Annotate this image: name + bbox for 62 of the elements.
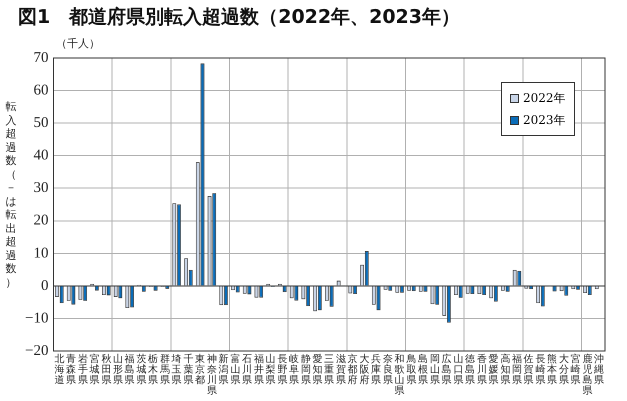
x-tick-label: 島根県 <box>418 352 428 386</box>
x-tick-label: 福井県 <box>254 352 264 386</box>
text: 転入超過数（－は転出超過数） <box>6 100 16 288</box>
y-tick-label: 30 <box>33 180 48 196</box>
x-tick-label: 愛知県 <box>312 352 322 386</box>
x-tick-label: 青森県 <box>66 352 76 386</box>
x-tick-label: 香川県 <box>476 352 487 386</box>
x-tick-label: 広島県 <box>442 352 452 386</box>
y-tick-label: 0 <box>40 278 48 294</box>
x-tick-label: 沖縄県 <box>593 352 604 386</box>
x-tick-label: 北海道 <box>54 352 64 386</box>
x-tick-label: 鹿児島県 <box>582 352 592 396</box>
x-tick-label: 鳥取県 <box>405 352 416 386</box>
y-tick-label: 70 <box>33 50 48 66</box>
x-tick-label: 神奈川県 <box>206 352 217 396</box>
y-tick-label: 60 <box>33 82 48 98</box>
x-tick-label: 埼玉県 <box>170 352 182 386</box>
x-tick-label: 京都府 <box>348 352 358 386</box>
y-tick-label: 10 <box>33 245 48 262</box>
x-tick-label: 三重県 <box>324 354 334 386</box>
x-tick-label: 静岡県 <box>300 352 311 386</box>
x-tick-label: 山梨県 <box>266 352 276 386</box>
x-tick-label: 岡山県 <box>430 354 440 386</box>
x-tick-label: 愛媛県 <box>488 352 499 386</box>
x-tick-label: 栃木県 <box>148 352 158 386</box>
x-tick-label: 高知県 <box>500 352 510 386</box>
x-tick-label: 秋田県 <box>101 352 112 386</box>
x-tick-label: 岐阜県 <box>289 352 300 386</box>
y-tick-label: 20 <box>33 212 48 229</box>
legend-label: 2023年 <box>523 112 566 129</box>
x-tick-label: 福島県 <box>124 352 135 386</box>
x-tick-label: 兵庫県 <box>371 352 382 386</box>
x-tick-label: 茨城県 <box>135 352 146 386</box>
x-tick-label: 福岡県 <box>512 352 522 386</box>
x-tick-label: 石川県 <box>242 354 252 386</box>
x-tick-label: 大阪府 <box>359 352 370 386</box>
x-tick-label: 宮崎県 <box>570 352 581 386</box>
x-tick-label: 滋賀県 <box>336 352 346 386</box>
x-tick-label: 岩手県 <box>78 352 88 386</box>
x-tick-label: 徳島県 <box>465 354 476 386</box>
x-tick-label: 山形県 <box>113 352 123 386</box>
x-tick-label: 富山県 <box>230 352 240 386</box>
text: （千人） <box>56 36 100 51</box>
x-tick-label: 千葉県 <box>183 352 194 386</box>
x-tick-label: 熊本県 <box>547 352 558 386</box>
x-tick-label: 群馬県 <box>158 352 170 386</box>
x-tick-label: 大分県 <box>558 352 569 386</box>
y-tick-label: −20 <box>24 342 48 359</box>
x-tick-label: 長野県 <box>277 354 288 386</box>
y-tick-label: 40 <box>33 148 48 164</box>
x-tick-label: 長崎県 <box>535 354 546 386</box>
y-tick-label: 50 <box>33 115 48 132</box>
x-tick-label: 東京都 <box>195 352 206 386</box>
x-tick-label: 佐賀県 <box>524 354 534 386</box>
x-tick-label: 奈良県 <box>382 354 393 386</box>
x-tick-label: 山口県 <box>453 352 464 386</box>
chart-title: 図1 都道府県別転入超過数（2022年、2023年） <box>18 5 460 30</box>
x-tick-label: 和歌山県 <box>394 352 405 396</box>
y-tick-label: −10 <box>24 310 48 326</box>
legend-label: 2022年 <box>523 90 566 107</box>
x-tick-label: 新潟県 <box>218 352 229 386</box>
x-tick-label: 宮城県 <box>88 352 100 386</box>
